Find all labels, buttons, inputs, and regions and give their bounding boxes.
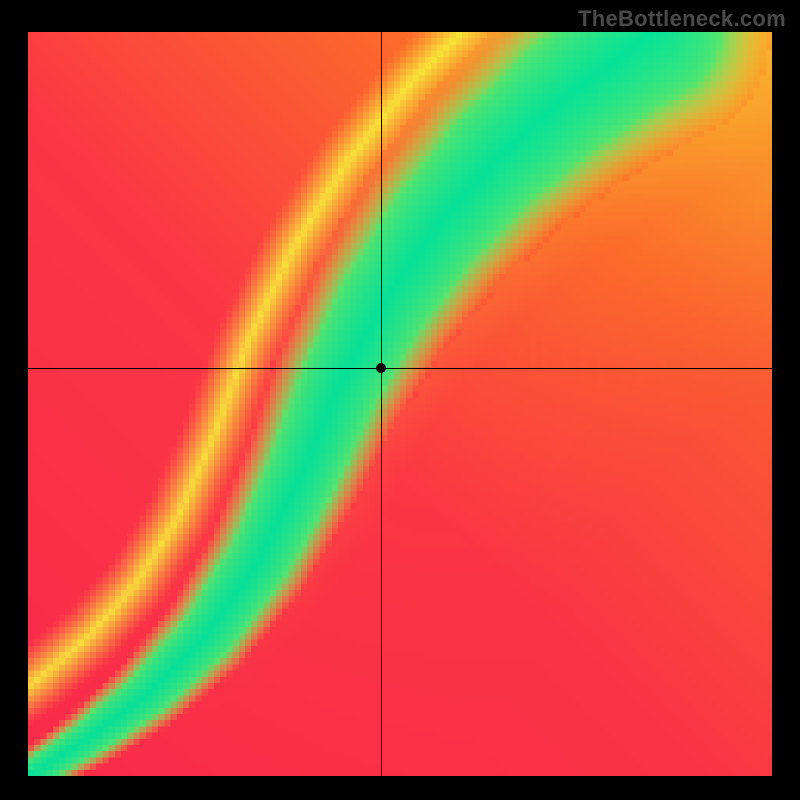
watermark-text: TheBottleneck.com [578, 6, 786, 32]
crosshair-horizontal [28, 368, 772, 369]
crosshair-vertical [381, 32, 382, 776]
chart-container: TheBottleneck.com [0, 0, 800, 800]
plot-area [28, 32, 772, 776]
crosshair-dot [376, 363, 386, 373]
heatmap-canvas [28, 32, 772, 776]
